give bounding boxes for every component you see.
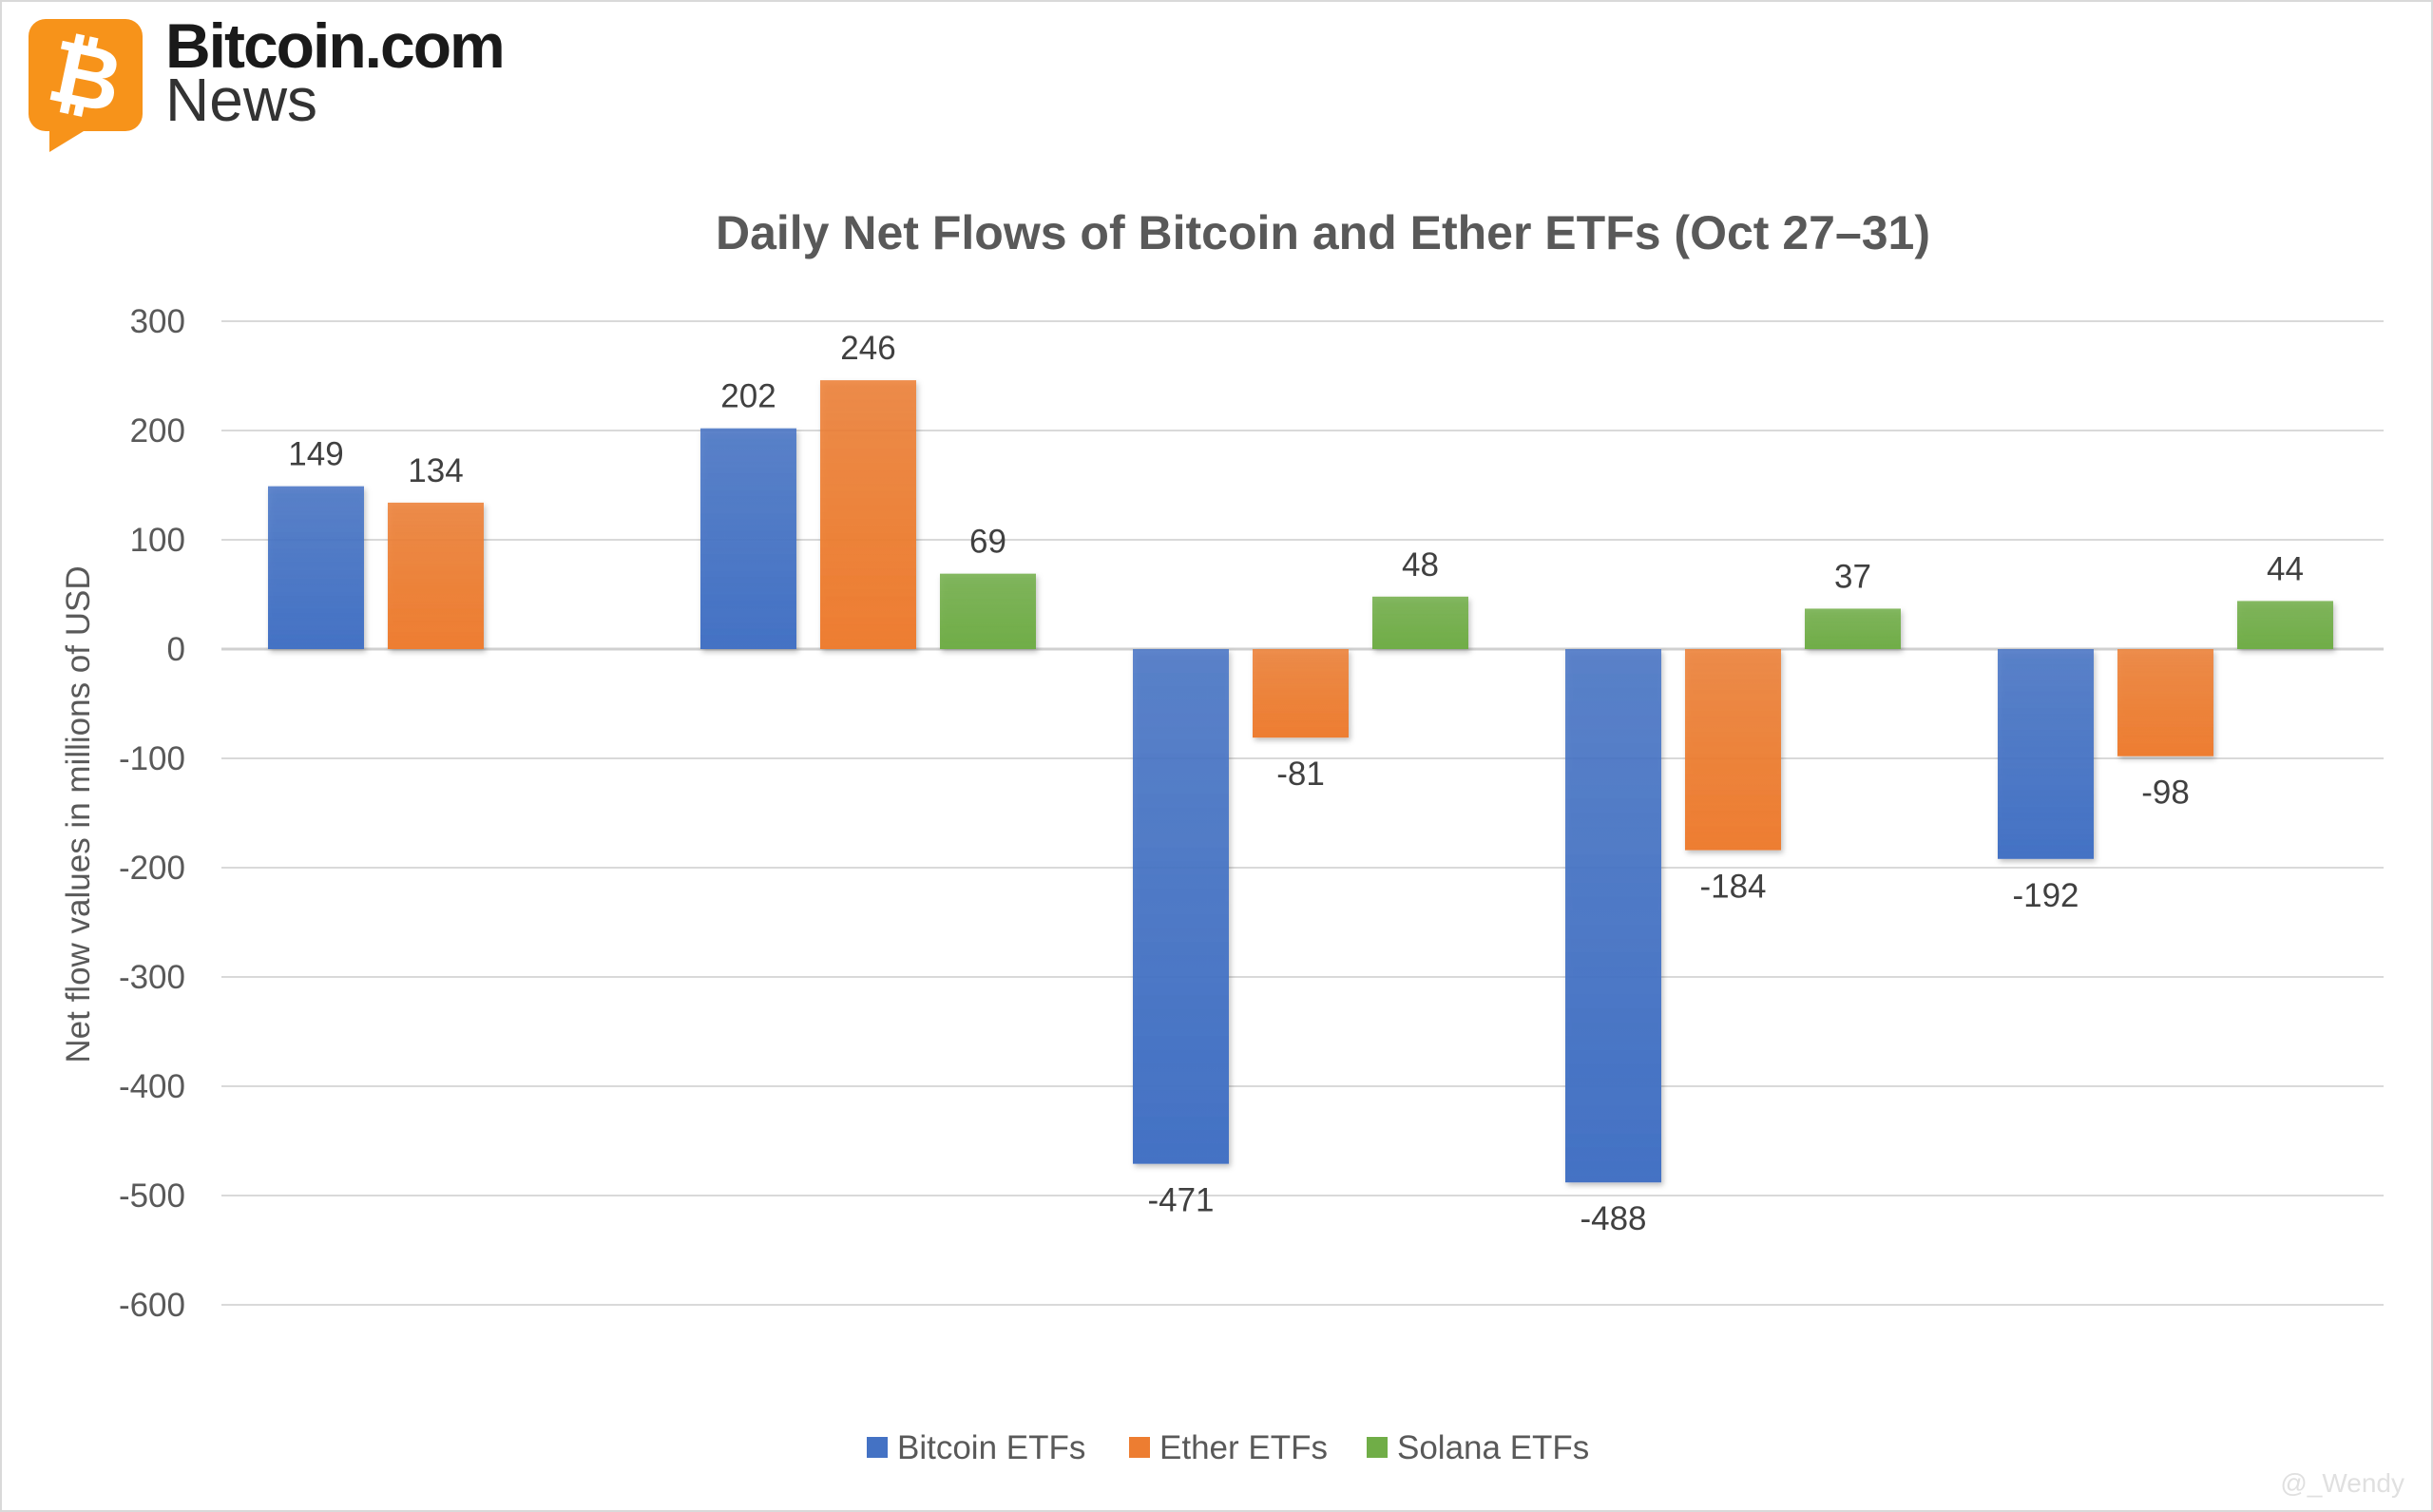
bar-ether-etfs xyxy=(1685,649,1781,851)
legend-label: Bitcoin ETFs xyxy=(897,1429,1085,1466)
data-label: -184 xyxy=(1699,869,1766,906)
legend-label: Ether ETFs xyxy=(1159,1429,1328,1466)
watermark: @_Wendy xyxy=(2280,1468,2404,1498)
data-label: -98 xyxy=(2141,775,2190,812)
y-tick-label: -400 xyxy=(119,1068,185,1105)
bar-solana-etfs xyxy=(940,573,1036,649)
data-label: 48 xyxy=(1402,546,1439,584)
data-label: -488 xyxy=(1580,1200,1646,1237)
y-tick-label: 300 xyxy=(130,303,185,340)
y-axis-label: Net flow values in millions of USD xyxy=(60,565,97,1062)
y-tick-label: -100 xyxy=(119,740,185,777)
bar-solana-etfs xyxy=(2237,601,2333,649)
data-label: -471 xyxy=(1147,1182,1214,1219)
y-tick-label: -200 xyxy=(119,850,185,887)
brand-sub: News xyxy=(165,66,318,134)
bar-solana-etfs xyxy=(1805,608,1901,649)
bitcoin-logo-icon: ₿ xyxy=(29,19,143,152)
data-label: 246 xyxy=(840,330,895,367)
legend-swatch xyxy=(867,1437,888,1458)
data-label: 37 xyxy=(1834,558,1871,595)
bar-bitcoin-etfs xyxy=(700,428,796,649)
data-label: -81 xyxy=(1276,756,1325,793)
bar-bitcoin-etfs xyxy=(1133,649,1229,1164)
y-tick-label: -300 xyxy=(119,959,185,996)
y-tick-label: 0 xyxy=(167,631,185,668)
data-label: -192 xyxy=(2012,877,2079,914)
bar-bitcoin-etfs xyxy=(1998,649,2094,859)
brand-name: Bitcoin.com xyxy=(165,10,506,81)
bar-bitcoin-etfs xyxy=(268,486,364,649)
bar-ether-etfs xyxy=(820,380,916,649)
data-label: 44 xyxy=(2267,550,2304,587)
data-label: 202 xyxy=(720,378,776,415)
legend-swatch xyxy=(1129,1437,1150,1458)
bar-bitcoin-etfs xyxy=(1565,649,1661,1183)
bar-ether-etfs xyxy=(2117,649,2213,756)
legend-label: Solana ETFs xyxy=(1397,1429,1589,1466)
data-label: 69 xyxy=(969,524,1006,561)
y-tick-label: 100 xyxy=(130,522,185,559)
data-label: 134 xyxy=(408,452,463,489)
bar-ether-etfs xyxy=(388,502,484,649)
chart-title: Daily Net Flows of Bitcoin and Ether ETF… xyxy=(716,206,1930,259)
y-tick-label: 200 xyxy=(130,412,185,450)
bar-ether-etfs xyxy=(1253,649,1349,738)
y-tick-label: -500 xyxy=(119,1177,185,1215)
data-label: 149 xyxy=(288,436,343,473)
legend-swatch xyxy=(1367,1437,1388,1458)
y-tick-label: -600 xyxy=(119,1287,185,1324)
bar-solana-etfs xyxy=(1372,596,1468,649)
